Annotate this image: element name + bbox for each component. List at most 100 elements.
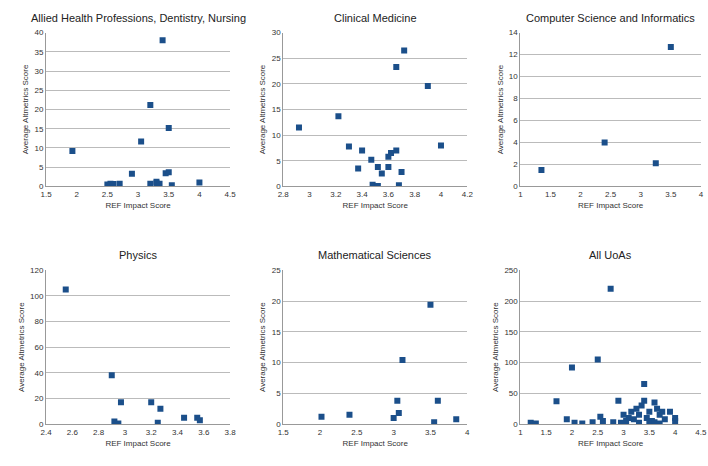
- svg-text:2.5: 2.5: [102, 190, 114, 199]
- svg-text:30: 30: [35, 67, 44, 76]
- svg-text:3: 3: [639, 190, 644, 199]
- svg-text:25: 25: [272, 266, 281, 275]
- svg-text:3.4: 3.4: [172, 428, 184, 437]
- svg-text:Average Altmetrics Score: Average Altmetrics Score: [258, 302, 267, 392]
- svg-text:80: 80: [35, 317, 44, 326]
- svg-text:REF Impact Score: REF Impact Score: [578, 201, 644, 210]
- svg-text:2.8: 2.8: [278, 190, 290, 199]
- svg-text:2: 2: [318, 428, 323, 437]
- svg-text:4: 4: [673, 428, 678, 437]
- svg-text:6: 6: [513, 116, 518, 125]
- svg-text:120: 120: [30, 266, 44, 275]
- svg-text:20: 20: [272, 80, 281, 89]
- svg-text:100: 100: [504, 358, 518, 367]
- svg-text:REF Impact Score: REF Impact Score: [105, 439, 171, 448]
- svg-text:25: 25: [35, 86, 44, 95]
- svg-text:4: 4: [197, 190, 202, 199]
- svg-text:2.8: 2.8: [93, 428, 105, 437]
- svg-text:20: 20: [35, 105, 44, 114]
- svg-text:5: 5: [276, 389, 281, 398]
- svg-text:14: 14: [509, 28, 518, 37]
- svg-text:REF Impact Score: REF Impact Score: [105, 201, 171, 210]
- svg-text:1: 1: [518, 428, 523, 437]
- svg-text:4.5: 4.5: [695, 428, 707, 437]
- svg-text:3: 3: [136, 190, 141, 199]
- svg-text:8: 8: [513, 94, 518, 103]
- svg-text:10: 10: [509, 72, 518, 81]
- svg-text:2: 2: [578, 190, 583, 199]
- svg-text:200: 200: [504, 297, 518, 306]
- svg-text:3.8: 3.8: [409, 190, 421, 199]
- svg-text:Computer Science and Informati: Computer Science and Informatics: [526, 12, 695, 24]
- svg-text:3.2: 3.2: [330, 190, 342, 199]
- svg-text:REF Impact Score: REF Impact Score: [343, 201, 409, 210]
- svg-text:Physics: Physics: [119, 249, 157, 261]
- svg-text:Average Altmetrics Score: Average Altmetrics Score: [496, 64, 505, 154]
- svg-text:10: 10: [272, 131, 281, 140]
- svg-text:35: 35: [35, 48, 44, 57]
- svg-text:150: 150: [504, 328, 518, 337]
- svg-text:4: 4: [513, 138, 518, 147]
- svg-text:40: 40: [35, 369, 44, 378]
- svg-text:2.5: 2.5: [351, 428, 363, 437]
- svg-text:4: 4: [465, 428, 470, 437]
- svg-text:2.6: 2.6: [67, 428, 79, 437]
- svg-text:0: 0: [39, 182, 44, 191]
- svg-text:5: 5: [276, 157, 281, 166]
- svg-text:2.4: 2.4: [40, 428, 52, 437]
- svg-text:3.6: 3.6: [198, 428, 210, 437]
- svg-text:3: 3: [621, 428, 626, 437]
- svg-text:REF Impact Score: REF Impact Score: [578, 439, 644, 448]
- svg-text:3.4: 3.4: [357, 190, 369, 199]
- svg-text:25: 25: [272, 54, 281, 63]
- svg-text:3.2: 3.2: [146, 428, 158, 437]
- svg-text:3.5: 3.5: [163, 190, 175, 199]
- svg-text:REF Impact Score: REF Impact Score: [343, 439, 409, 448]
- svg-text:20: 20: [272, 297, 281, 306]
- svg-text:3.5: 3.5: [425, 428, 437, 437]
- svg-text:Average Altmetrics Score: Average Altmetrics Score: [491, 302, 500, 392]
- svg-text:4.2: 4.2: [462, 190, 474, 199]
- svg-text:0: 0: [513, 182, 518, 191]
- svg-text:60: 60: [35, 343, 44, 352]
- svg-text:4.5: 4.5: [225, 190, 237, 199]
- svg-text:3.5: 3.5: [665, 190, 677, 199]
- svg-text:2.5: 2.5: [605, 190, 617, 199]
- svg-text:0: 0: [276, 420, 281, 429]
- svg-text:3: 3: [307, 190, 312, 199]
- svg-text:12: 12: [509, 50, 518, 59]
- svg-text:3.8: 3.8: [225, 428, 237, 437]
- svg-text:250: 250: [504, 266, 518, 275]
- svg-text:100: 100: [30, 292, 44, 301]
- svg-text:Clinical Medicine: Clinical Medicine: [334, 12, 417, 24]
- svg-text:10: 10: [35, 144, 44, 153]
- svg-text:4: 4: [439, 190, 444, 199]
- svg-text:Average Altmetrics Score: Average Altmetrics Score: [21, 64, 30, 154]
- svg-text:3: 3: [391, 428, 396, 437]
- svg-text:2: 2: [570, 428, 575, 437]
- svg-text:15: 15: [35, 125, 44, 134]
- svg-text:10: 10: [272, 358, 281, 367]
- svg-text:Average Altmetrics Score: Average Altmetrics Score: [17, 302, 26, 392]
- svg-text:15: 15: [272, 105, 281, 114]
- svg-text:Average Altmetrics Score: Average Altmetrics Score: [258, 64, 267, 154]
- svg-text:1.5: 1.5: [545, 190, 557, 199]
- svg-text:20: 20: [35, 394, 44, 403]
- svg-text:3: 3: [123, 428, 128, 437]
- svg-text:30: 30: [272, 28, 281, 37]
- svg-text:3.5: 3.5: [644, 428, 656, 437]
- svg-text:1.5: 1.5: [40, 190, 52, 199]
- svg-text:15: 15: [272, 328, 281, 337]
- svg-text:0: 0: [513, 420, 518, 429]
- svg-text:40: 40: [35, 28, 44, 37]
- svg-text:Allied Health Professions, Den: Allied Health Professions, Dentistry, Nu…: [31, 12, 246, 24]
- svg-text:1.5: 1.5: [278, 428, 290, 437]
- svg-text:All UoAs: All UoAs: [589, 249, 632, 261]
- svg-text:50: 50: [509, 389, 518, 398]
- svg-text:5: 5: [39, 163, 44, 172]
- svg-text:0: 0: [276, 182, 281, 191]
- svg-text:4: 4: [699, 190, 704, 199]
- svg-text:1.5: 1.5: [541, 428, 553, 437]
- svg-text:Mathematical Sciences: Mathematical Sciences: [318, 249, 432, 261]
- svg-text:1: 1: [518, 190, 523, 199]
